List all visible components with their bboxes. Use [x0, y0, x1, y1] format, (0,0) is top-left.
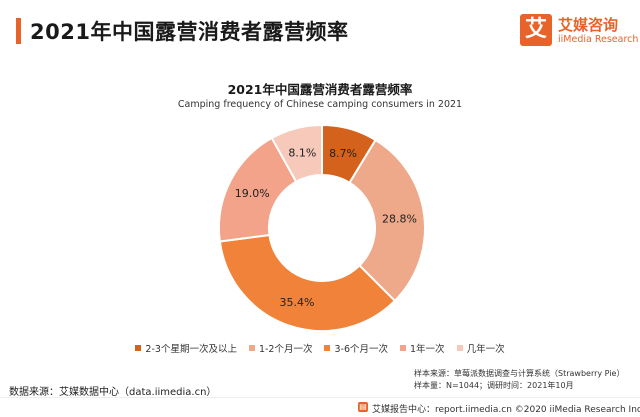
legend-swatch — [248, 345, 255, 351]
chart-legend: 2-3个星期一次及以上 1-2个月一次 3-6个月一次 1年一次 几年一次 — [0, 341, 640, 355]
legend-label: 3-6个月一次 — [334, 344, 389, 355]
slice-value-label: 35.4% — [279, 296, 314, 309]
logo-mark-icon: 艾 — [520, 14, 552, 46]
legend-swatch — [456, 345, 463, 351]
legend-label: 1-2个月一次 — [258, 344, 313, 355]
legend-item: 3-6个月一次 — [324, 341, 388, 355]
chart-title: 2021年中国露营消费者露营频率 — [227, 82, 413, 97]
sample-source-note: 样本来源：草莓派数据调查与计算系统（Strawberry Pie） — [414, 369, 625, 378]
chart-subtitle: Camping frequency of Chinese camping con… — [177, 99, 463, 110]
legend-swatch — [135, 345, 142, 351]
donut-slice — [348, 138, 426, 303]
slice-value-label: 19.0% — [235, 187, 270, 200]
slice-value-label: 8.7% — [329, 147, 357, 160]
brand-logo: 艾 艾媒咨询 iiMedia Research — [520, 14, 639, 50]
legend-item: 1-2个月一次 — [248, 341, 313, 355]
logo-name-en: iiMedia Research — [558, 34, 639, 45]
page-title: 2021年中国露营消费者露营频率 — [30, 20, 349, 44]
legend-label: 1年一次 — [410, 344, 445, 355]
legend-swatch — [324, 345, 331, 351]
legend-swatch — [400, 345, 407, 351]
header: 2021年中国露营消费者露营频率 艾 艾媒咨询 iiMedia Research — [0, 0, 640, 62]
sample-size-note: 样本量：N=1044；调研时间：2021年10月 — [414, 381, 574, 390]
slice-value-label: 8.1% — [288, 147, 316, 160]
slice-value-label: 28.8% — [382, 213, 417, 226]
footer: ▤ 艾媒报告中心：report.iimedia.cn ©2020 iiMedia… — [0, 397, 640, 417]
legend-item: 2-3个星期一次及以上 — [135, 341, 237, 355]
donut-slice — [270, 123, 323, 184]
legend-item: 几年一次 — [456, 341, 505, 355]
legend-label: 几年一次 — [466, 344, 505, 355]
data-source: 数据来源：艾媒数据中心（data.iimedia.cn） — [9, 387, 217, 398]
footer-text: 艾媒报告中心：report.iimedia.cn ©2020 iiMedia R… — [372, 405, 640, 415]
donut-chart: 8.7% 28.8% 35.4% 19.0% 8.1% — [218, 123, 426, 332]
legend-item: 1年一次 — [400, 341, 445, 355]
logo-name-cn: 艾媒咨询 — [558, 16, 619, 34]
legend-label: 2-3个星期一次及以上 — [145, 344, 237, 355]
book-icon: ▤ — [358, 402, 368, 412]
donut-slice — [218, 233, 397, 332]
title-accent-bar — [16, 18, 21, 44]
